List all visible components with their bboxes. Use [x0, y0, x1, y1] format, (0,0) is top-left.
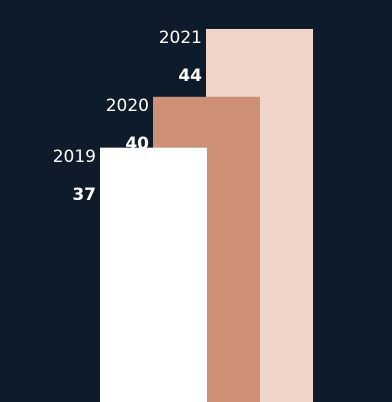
value-label-2020: 40	[125, 133, 149, 154]
year-label-2019: 2019	[52, 146, 96, 167]
year-label-2020: 2020	[105, 95, 149, 116]
value-label-2021: 44	[178, 65, 202, 86]
bar-2019	[100, 147, 207, 402]
value-label-2019: 37	[72, 184, 96, 205]
year-label-2021: 2021	[158, 27, 202, 48]
